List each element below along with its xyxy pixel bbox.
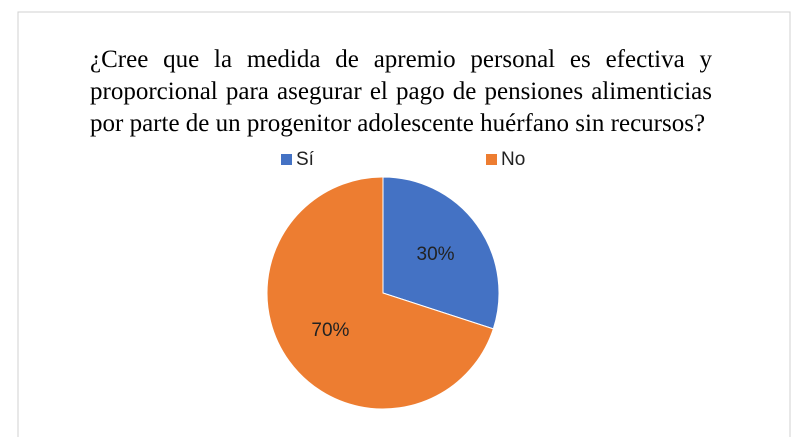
data-label: 70%: [311, 320, 349, 341]
chart-title: ¿Cree que la medida de apremio personal …: [90, 46, 712, 137]
pie-slice: [266, 176, 494, 410]
legend-swatch: [281, 154, 292, 165]
data-label: 30%: [417, 244, 455, 265]
legend-label: Sí: [296, 149, 315, 170]
frame: [17, 11, 791, 437]
legend-label: No: [501, 149, 525, 170]
legend-swatch: [486, 154, 497, 165]
pie-slice: [382, 176, 500, 330]
